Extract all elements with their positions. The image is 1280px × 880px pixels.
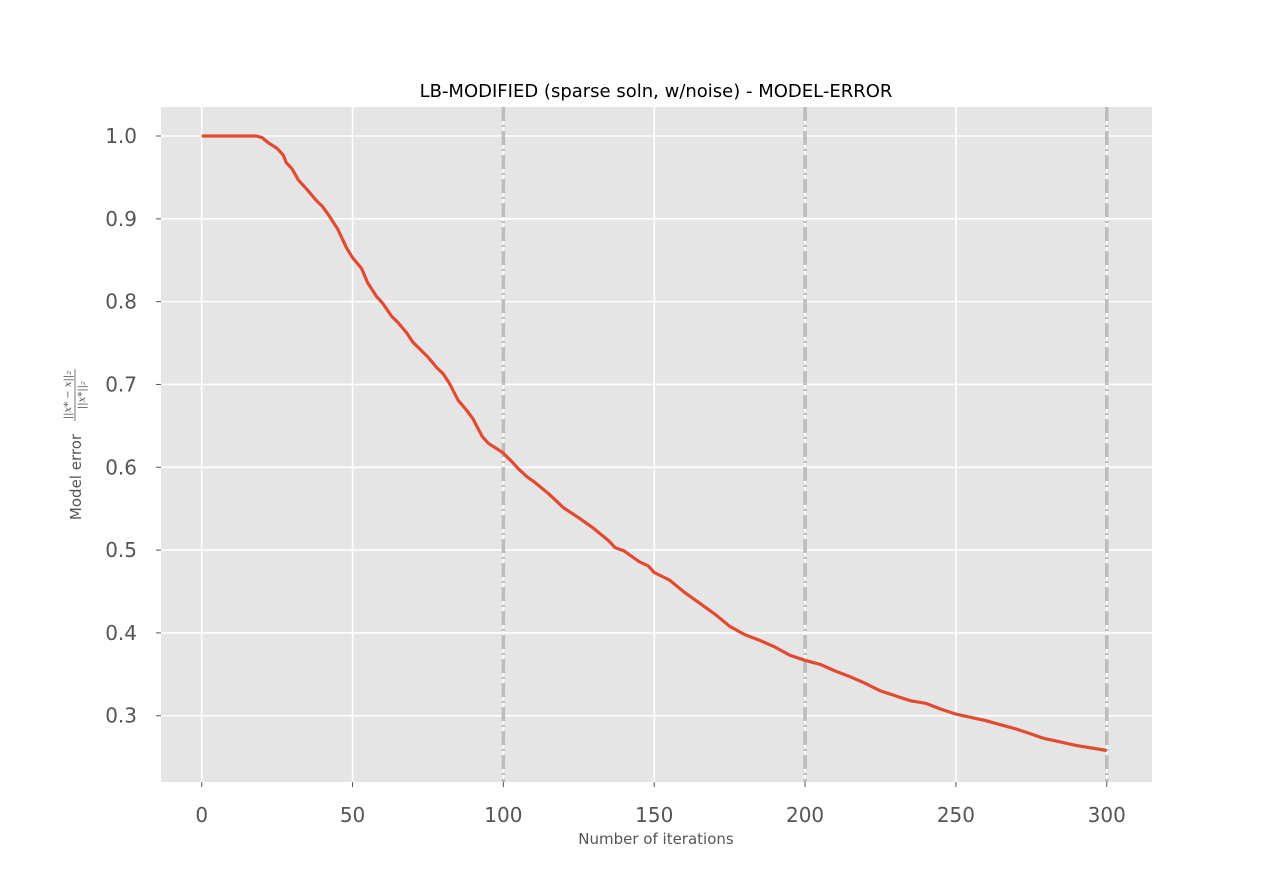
series-group xyxy=(201,134,1107,753)
x-tick-label: 100 xyxy=(484,803,522,827)
plot-area xyxy=(161,107,1152,782)
x-tick-label: 50 xyxy=(340,803,365,827)
x-tick-label: 0 xyxy=(195,803,208,827)
y-tick-label: 0.5 xyxy=(105,538,137,562)
y-tick-label: 0.9 xyxy=(105,207,137,231)
series-line xyxy=(201,134,1107,753)
y-tick-label: 0.6 xyxy=(105,455,137,479)
y-axis-label: Model error ||x* − x||₂ ||x*||₂ xyxy=(63,369,88,520)
x-tick-label: 150 xyxy=(635,803,673,827)
y-axis-label-denominator: ||x*||₂ xyxy=(77,381,88,409)
y-axis-ticks: 0.3 0.4 0.5 0.6 0.7 0.8 0.9 1.0 xyxy=(105,124,161,728)
x-axis-label: Number of iterations xyxy=(578,830,734,848)
y-tick-label: 0.4 xyxy=(105,621,137,645)
y-axis-label-numerator: ||x* − x||₂ xyxy=(63,371,74,420)
y-tick-label: 0.7 xyxy=(105,372,137,396)
x-tick-label: 300 xyxy=(1088,803,1126,827)
y-tick-label: 1.0 xyxy=(105,124,137,148)
x-axis-ticks: 0 50 100 150 200 250 300 xyxy=(195,782,1126,827)
x-tick-label: 200 xyxy=(786,803,824,827)
vertical-markers xyxy=(501,107,1109,782)
y-axis-label-text: Model error xyxy=(67,433,85,520)
y-tick-label: 0.8 xyxy=(105,290,137,314)
chart-title: LB-MODIFIED (sparse soln, w/noise) - MOD… xyxy=(420,81,893,102)
x-tick-label: 250 xyxy=(937,803,975,827)
y-tick-label: 0.3 xyxy=(105,704,137,728)
